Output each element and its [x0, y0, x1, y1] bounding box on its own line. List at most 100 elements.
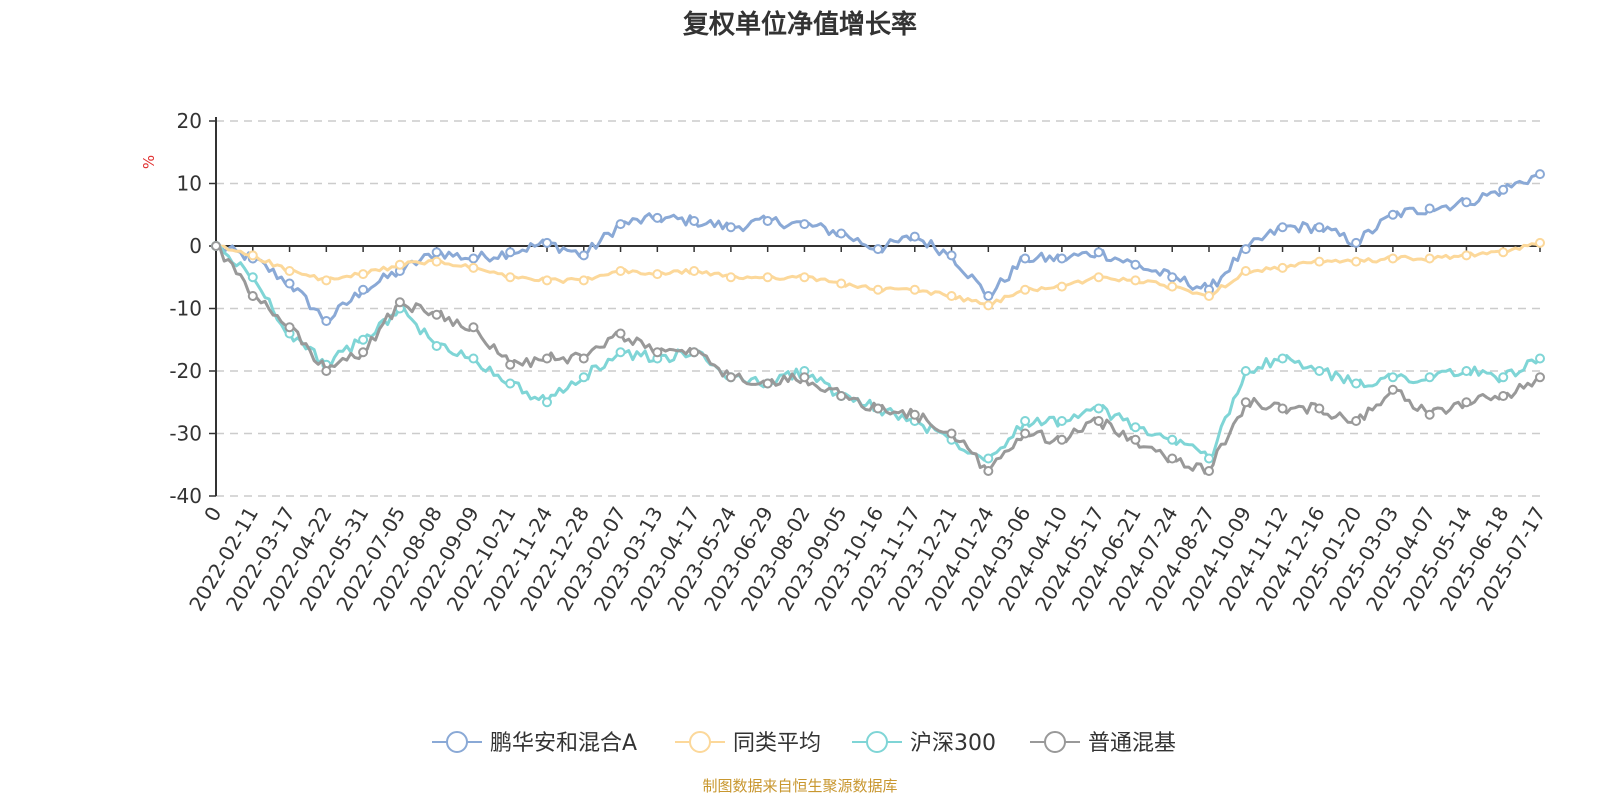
data-point [983, 300, 994, 311]
data-point [1387, 384, 1398, 395]
legend-item: 普通混基 [1030, 731, 1176, 756]
data-point [1167, 453, 1178, 464]
data-point [983, 466, 994, 476]
data-point [799, 272, 810, 283]
data-point [578, 250, 589, 261]
grid-lines [216, 120, 1540, 497]
data-point [1167, 272, 1178, 283]
legend-swatch-marker [1044, 731, 1066, 753]
data-point [468, 253, 479, 264]
data-point [1461, 397, 1472, 408]
legend-label: 普通混基 [1088, 731, 1176, 756]
data-point [578, 372, 589, 383]
data-point [1204, 291, 1214, 301]
data-point [799, 372, 810, 383]
data-point [1056, 416, 1067, 426]
data-point [615, 328, 626, 339]
legend-label: 鹏华安和混合A [490, 731, 637, 756]
data-point [321, 366, 332, 376]
data-point [689, 216, 700, 226]
data-point [394, 259, 405, 270]
legend-label: 沪深300 [910, 731, 996, 756]
data-point [725, 272, 736, 283]
data-point [1498, 372, 1509, 383]
y-tick-label: -10 [169, 297, 202, 321]
data-point [1240, 244, 1251, 255]
data-point [1314, 256, 1325, 267]
data-point [1093, 272, 1104, 283]
data-point [946, 428, 957, 439]
data-point [1535, 169, 1545, 180]
legend-item: 沪深300 [852, 731, 996, 756]
data-point [1351, 256, 1362, 267]
data-point [983, 453, 994, 464]
data-point [1424, 409, 1435, 420]
data-point [1424, 372, 1435, 383]
data-point [468, 353, 479, 364]
data-point [1167, 434, 1178, 445]
data-point [1056, 434, 1067, 445]
data-point [946, 291, 957, 301]
data-point [468, 262, 479, 273]
data-point [1314, 222, 1325, 233]
legend-swatch-marker [866, 731, 888, 753]
legend-item: 鹏华安和混合A [432, 731, 637, 756]
data-point [873, 244, 883, 255]
data-point [542, 397, 552, 408]
data-point [652, 347, 663, 358]
data-point [1314, 403, 1325, 414]
data-point [1093, 416, 1104, 426]
data-point [358, 334, 369, 345]
data-point [1130, 259, 1141, 270]
data-point [652, 269, 663, 280]
data-point [836, 391, 847, 401]
data-point [284, 266, 295, 276]
data-point [762, 216, 773, 226]
data-point [1535, 372, 1545, 383]
data-point [505, 359, 516, 370]
legend-label: 同类平均 [733, 731, 821, 756]
y-tick-label: 20 [177, 109, 202, 133]
data-point [1277, 222, 1288, 233]
data-point [1461, 366, 1472, 376]
legend-swatch-marker [446, 731, 468, 753]
data-point [247, 291, 258, 301]
data-point [689, 266, 700, 276]
chart-title: 复权单位净值增长率 [682, 10, 917, 40]
y-tick-label: -40 [169, 484, 202, 508]
y-tick-label: -30 [169, 422, 202, 446]
data-point [247, 250, 258, 261]
data-point [1387, 209, 1398, 220]
data-point [1277, 353, 1288, 364]
data-point [1277, 403, 1288, 414]
data-point [468, 322, 479, 333]
data-point [542, 275, 552, 286]
data-point [946, 250, 957, 261]
data-point [615, 219, 626, 230]
data-point [394, 297, 405, 308]
data-point [1240, 366, 1251, 376]
data-point [284, 322, 295, 333]
data-point [505, 272, 516, 283]
series-line [215, 244, 1541, 475]
data-point [358, 347, 369, 358]
data-point [909, 231, 920, 242]
data-point [762, 378, 773, 389]
data-point [1351, 237, 1362, 248]
data-point [505, 378, 516, 389]
data-point [578, 353, 589, 364]
data-point [1498, 247, 1509, 258]
data-point [762, 272, 773, 283]
y-tick-label: 10 [177, 172, 202, 196]
data-point [578, 275, 589, 286]
data-point [1535, 353, 1545, 364]
data-point [211, 241, 221, 251]
data-point [1461, 250, 1472, 261]
data-point [1351, 416, 1362, 426]
data-point [1204, 466, 1214, 476]
data-point [909, 409, 920, 420]
data-point [1020, 416, 1031, 426]
data-point [1461, 197, 1472, 208]
data-point [1130, 434, 1141, 445]
